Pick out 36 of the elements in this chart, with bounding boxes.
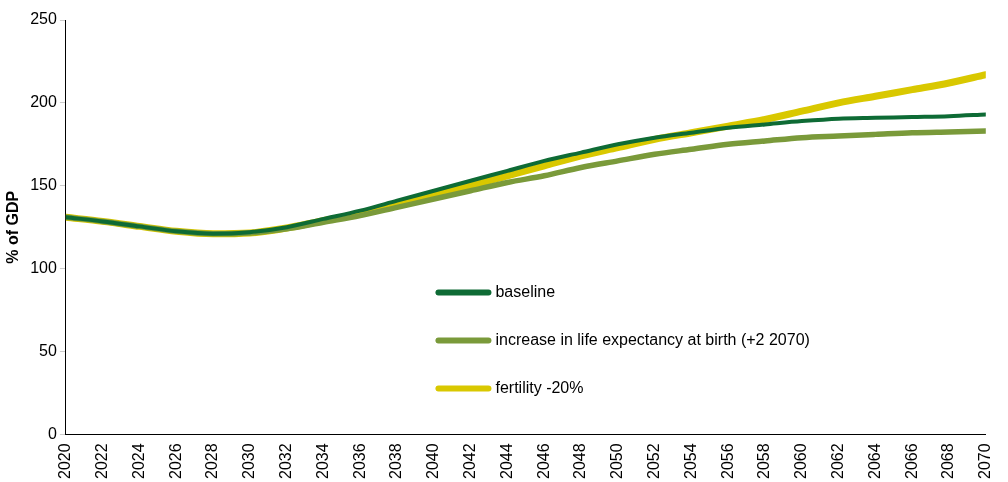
x-tick-label: 2060 bbox=[792, 443, 810, 479]
x-tick-label: 2042 bbox=[461, 443, 479, 479]
x-tick-label: 2068 bbox=[939, 443, 957, 479]
x-tick-label: 2036 bbox=[350, 443, 368, 479]
x-tick-label: 2024 bbox=[129, 443, 147, 479]
x-tick-label: 2030 bbox=[240, 443, 258, 479]
x-tick-label: 2064 bbox=[865, 443, 883, 479]
x-tick-label: 2022 bbox=[93, 443, 111, 479]
y-tick-label: 50 bbox=[39, 341, 57, 359]
x-tick-label: 2048 bbox=[571, 443, 589, 479]
x-tick-label: 2046 bbox=[534, 443, 552, 479]
x-tick-label: 2038 bbox=[387, 443, 405, 479]
y-tick-label: 250 bbox=[30, 10, 57, 28]
legend-label: increase in life expectancy at birth (+2 2070) bbox=[495, 330, 810, 348]
x-tick-label: 2066 bbox=[902, 443, 920, 479]
x-tick-label: 2044 bbox=[497, 443, 515, 479]
x-tick-label: 2020 bbox=[56, 443, 74, 479]
legend-label: baseline bbox=[495, 282, 556, 300]
x-tick-label: 2028 bbox=[203, 443, 221, 479]
x-tick-label: 2040 bbox=[424, 443, 442, 479]
x-tick-label: 2054 bbox=[681, 443, 699, 479]
y-tick-label: 100 bbox=[30, 259, 57, 277]
x-tick-label: 2056 bbox=[718, 443, 736, 479]
y-tick-label: 200 bbox=[30, 93, 57, 111]
y-tick-label: 150 bbox=[30, 176, 57, 194]
x-tick-label: 2058 bbox=[755, 443, 773, 479]
y-axis-title: % of GDP bbox=[4, 190, 22, 264]
x-tick-label: 2052 bbox=[645, 443, 663, 479]
x-tick-label: 2070 bbox=[976, 443, 994, 479]
x-tick-label: 2062 bbox=[829, 443, 847, 479]
y-tick-label: 0 bbox=[47, 424, 57, 442]
x-tick-label: 2026 bbox=[166, 443, 184, 479]
x-tick-label: 2050 bbox=[608, 443, 626, 479]
x-tick-label: 2032 bbox=[277, 443, 295, 479]
x-tick-label: 2034 bbox=[313, 443, 331, 479]
legend-label: fertility -20% bbox=[495, 378, 584, 396]
